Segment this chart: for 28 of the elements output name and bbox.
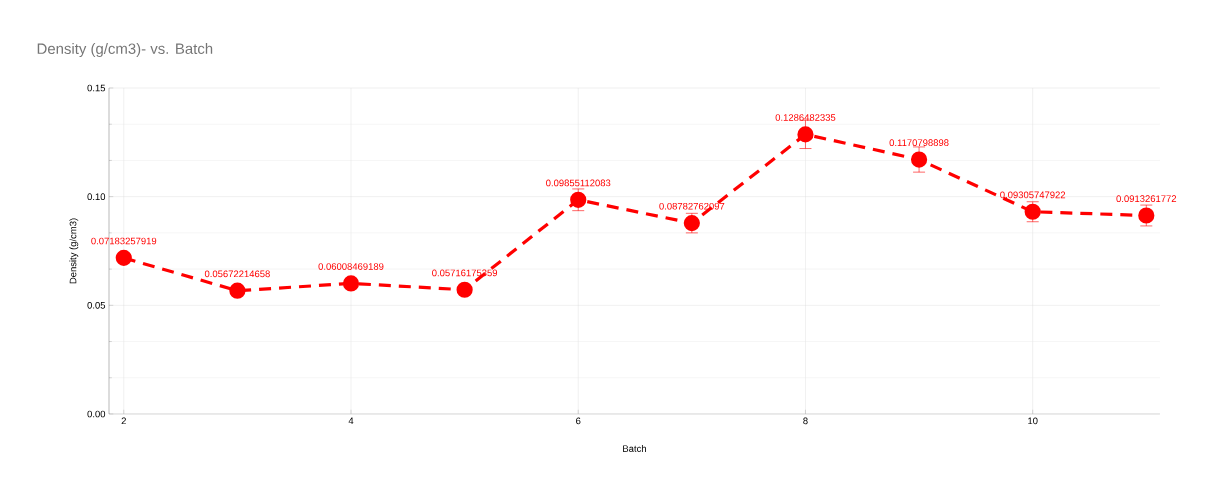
- point: [910, 151, 928, 168]
- chart-title: Density (g/cm3)- vs. Batch: [37, 43, 213, 57]
- y-tick-label: 0.15: [87, 84, 106, 92]
- x-tick-label: 8: [803, 417, 808, 425]
- x-tick-label: 4: [348, 417, 354, 425]
- point: [342, 275, 360, 292]
- x-tick-label: 6: [576, 417, 581, 425]
- data-label: 0.05716175359: [432, 269, 498, 277]
- data-label: 0.07183257919: [91, 237, 157, 245]
- point: [797, 126, 814, 143]
- x-axis-title: Batch: [623, 445, 646, 452]
- x-tick-label: 10: [1028, 417, 1038, 425]
- y-axis-title: Density (g/cm3): [69, 218, 79, 284]
- data-label: 0.08782762097: [659, 202, 725, 210]
- data-label: 0.1286482335: [775, 114, 836, 121]
- data-label: 0.06008469189: [318, 263, 384, 270]
- data-label: 0.05672214658: [204, 270, 270, 278]
- point: [115, 249, 132, 266]
- point: [229, 282, 246, 299]
- x-tick-label: 2: [121, 417, 126, 425]
- point: [456, 281, 473, 298]
- data-label: 0.1170798898: [889, 139, 949, 147]
- y-tick-label: 0.00: [87, 410, 106, 418]
- data-label: 0.09855112083: [546, 179, 611, 187]
- y-tick-label: 0.10: [87, 193, 106, 200]
- data-label: 0.09305747922: [1000, 191, 1066, 199]
- y-tick-label: 0.05: [87, 301, 106, 309]
- data-label: 0.0913261772: [1116, 195, 1177, 202]
